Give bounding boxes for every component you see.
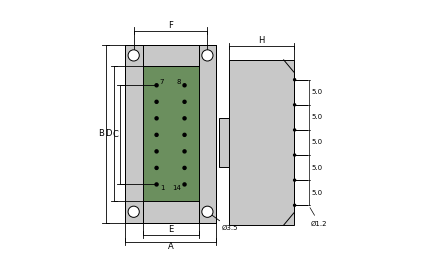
Text: 5.0: 5.0: [311, 190, 322, 196]
Text: E: E: [168, 225, 173, 234]
Text: 5.0: 5.0: [311, 140, 322, 145]
Text: 7: 7: [160, 79, 164, 85]
Circle shape: [294, 154, 296, 156]
Circle shape: [155, 117, 158, 120]
Text: F: F: [168, 21, 173, 30]
Circle shape: [128, 206, 139, 217]
Text: H: H: [258, 36, 265, 45]
Circle shape: [155, 183, 158, 186]
Text: 8: 8: [177, 79, 181, 85]
Circle shape: [183, 150, 186, 153]
Circle shape: [128, 50, 139, 61]
Bar: [143, 201, 198, 223]
Circle shape: [183, 183, 186, 186]
Circle shape: [202, 206, 213, 217]
Text: A: A: [168, 242, 173, 251]
Circle shape: [202, 50, 213, 61]
Bar: [143, 66, 198, 201]
Circle shape: [155, 100, 158, 103]
Circle shape: [294, 179, 296, 181]
Circle shape: [183, 84, 186, 87]
Bar: [143, 45, 198, 66]
Circle shape: [294, 79, 296, 81]
Circle shape: [183, 166, 186, 169]
Text: Ø3.5: Ø3.5: [210, 213, 238, 231]
Text: Ø1.2: Ø1.2: [310, 208, 328, 226]
Bar: [219, 118, 229, 167]
Circle shape: [294, 104, 296, 106]
Circle shape: [155, 133, 158, 136]
Text: D: D: [105, 129, 112, 138]
Circle shape: [155, 84, 158, 87]
Bar: [125, 45, 216, 223]
Circle shape: [183, 133, 186, 136]
Text: 5.0: 5.0: [311, 164, 322, 171]
Circle shape: [294, 204, 296, 206]
Text: 5.0: 5.0: [311, 114, 322, 120]
Circle shape: [155, 150, 158, 153]
Text: C: C: [113, 130, 118, 139]
Circle shape: [183, 100, 186, 103]
Text: 1: 1: [160, 185, 164, 191]
Circle shape: [155, 166, 158, 169]
Text: B: B: [98, 129, 104, 138]
Text: 5.0: 5.0: [311, 89, 322, 95]
Circle shape: [294, 129, 296, 131]
Bar: [229, 60, 294, 225]
Circle shape: [183, 117, 186, 120]
Text: 14: 14: [173, 185, 181, 191]
